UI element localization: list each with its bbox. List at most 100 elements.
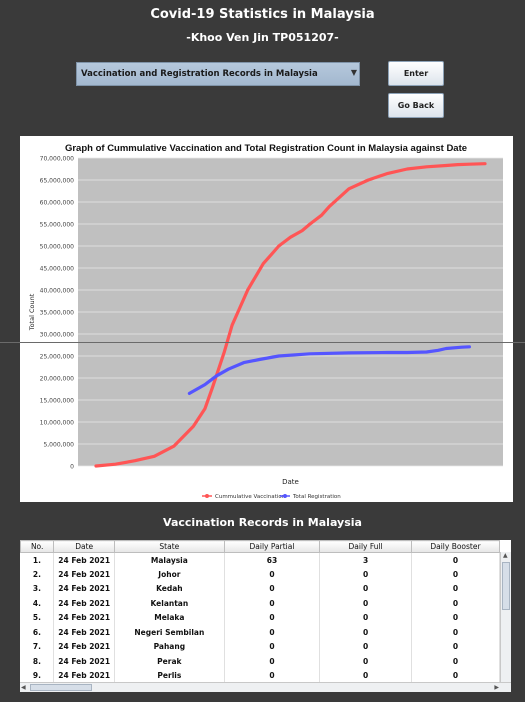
- table-row[interactable]: 8. 24 Feb 2021 Perak 0 0 0: [20, 654, 501, 669]
- table-row[interactable]: 5. 24 Feb 2021 Melaka 0 0 0: [20, 610, 501, 625]
- y-tick-label: 55,000,000: [40, 222, 75, 229]
- y-axis-label: Total Count: [28, 293, 36, 331]
- app-title: Covid-19 Statistics in Malaysia: [150, 7, 375, 22]
- horizontal-scroll-thumb[interactable]: [30, 684, 92, 691]
- column-header[interactable]: Date: [53, 540, 116, 553]
- table-row[interactable]: 7. 24 Feb 2021 Pahang 0 0 0: [20, 639, 501, 654]
- table-row[interactable]: 1. 24 Feb 2021 Malaysia 63 3 0: [20, 552, 501, 567]
- table-row[interactable]: 9. 24 Feb 2021 Perlis 0 0 0: [20, 668, 501, 683]
- table-cell: 8.: [20, 654, 55, 669]
- y-tick-label: 35,000,000: [40, 310, 75, 317]
- chart-panel: Graph of Cummulative Vaccination and Tot…: [20, 136, 513, 502]
- y-tick-label: 65,000,000: [40, 178, 75, 185]
- table-cell: 0: [224, 610, 321, 625]
- y-tick-label: 70,000,000: [40, 156, 75, 163]
- table-cell: 0: [411, 552, 501, 567]
- y-tick-label: 20,000,000: [40, 376, 75, 383]
- table-cell: 0: [224, 596, 321, 611]
- table-row[interactable]: 4. 24 Feb 2021 Kelantan 0 0 0: [20, 596, 501, 611]
- column-header[interactable]: State: [114, 540, 225, 553]
- table-cell: 0: [224, 654, 321, 669]
- table-cell: 0: [411, 581, 501, 596]
- table-title: Vaccination Records in Malaysia: [163, 516, 362, 529]
- go-back-button[interactable]: Go Back: [388, 93, 444, 118]
- table-cell: 7.: [20, 639, 55, 654]
- table-cell: 24 Feb 2021: [53, 581, 116, 596]
- dataset-select-value: Vaccination and Registration Records in …: [81, 69, 318, 79]
- table-cell: Johor: [114, 567, 225, 582]
- table-cell: Kelantan: [114, 596, 225, 611]
- table-cell: 24 Feb 2021: [53, 610, 116, 625]
- column-header[interactable]: No.: [20, 540, 55, 553]
- table-cell: 0: [411, 596, 501, 611]
- vertical-scrollbar[interactable]: ▲: [500, 552, 511, 682]
- table-row[interactable]: 3. 24 Feb 2021 Kedah 0 0 0: [20, 581, 501, 596]
- table-cell: 0: [224, 581, 321, 596]
- table-cell: 5.: [20, 610, 55, 625]
- table-cell: 0: [319, 596, 412, 611]
- table-row[interactable]: 6. 24 Feb 2021 Negeri Sembilan 0 0 0: [20, 625, 501, 640]
- window-separator: [0, 342, 525, 343]
- table-cell: 24 Feb 2021: [53, 596, 116, 611]
- y-tick-label: 45,000,000: [40, 266, 75, 273]
- enter-button[interactable]: Enter: [388, 61, 444, 86]
- table-cell: 6.: [20, 625, 55, 640]
- y-tick-label: 25,000,000: [40, 354, 75, 361]
- table-cell: 0: [411, 668, 501, 683]
- table-cell: 63: [224, 552, 321, 567]
- table-cell: 9.: [20, 668, 55, 683]
- app-subtitle: -Khoo Ven Jin TP051207-: [186, 31, 339, 44]
- table-body: 1. 24 Feb 2021 Malaysia 63 3 0 2. 24 Feb 2021 Jo…: [20, 552, 501, 683]
- table-cell: 24 Feb 2021: [53, 625, 116, 640]
- table-cell: Pahang: [114, 639, 225, 654]
- series-line-1: [94, 162, 487, 468]
- table-cell: 0: [411, 610, 501, 625]
- table-cell: 24 Feb 2021: [53, 639, 116, 654]
- table-cell: Perlis: [114, 668, 225, 683]
- legend-marker-1: [205, 494, 209, 498]
- table-header-row: No. Date State Daily Partial Daily Full Daily…: [20, 540, 501, 553]
- table-cell: 0: [224, 639, 321, 654]
- horizontal-scrollbar[interactable]: ◀ ▶: [20, 682, 511, 692]
- dataset-select[interactable]: Vaccination and Registration Records in …: [76, 62, 360, 86]
- y-tick-label: 0: [70, 464, 74, 471]
- table-cell: Malaysia: [114, 552, 225, 567]
- y-tick-label: 15,000,000: [40, 398, 75, 405]
- table-cell: Melaka: [114, 610, 225, 625]
- vertical-scroll-thumb[interactable]: [502, 562, 510, 610]
- table-cell: 0: [319, 610, 412, 625]
- records-table: No. Date State Daily Partial Daily Full Daily…: [20, 540, 501, 683]
- table-cell: 3: [319, 552, 412, 567]
- chevron-down-icon[interactable]: ▼: [350, 68, 357, 77]
- column-header[interactable]: Daily Full: [319, 540, 412, 553]
- x-axis-label: Date: [282, 478, 299, 486]
- y-tick-label: 60,000,000: [40, 200, 75, 207]
- chart-svg: Graph of Cummulative Vaccination and Tot…: [28, 143, 503, 500]
- table-cell: 0: [319, 625, 412, 640]
- y-tick-label: 30,000,000: [40, 332, 75, 339]
- table-cell: 0: [319, 639, 412, 654]
- table-cell: 0: [411, 654, 501, 669]
- legend-label-2: Total Registration: [292, 494, 341, 500]
- table-cell: 0: [224, 668, 321, 683]
- table-cell: 2.: [20, 567, 55, 582]
- table-cell: 3.: [20, 581, 55, 596]
- column-header[interactable]: Daily Partial: [223, 540, 321, 553]
- table-cell: 24 Feb 2021: [53, 654, 116, 669]
- chart-title: Graph of Cummulative Vaccination and Tot…: [65, 143, 467, 154]
- table-cell: 0: [411, 639, 501, 654]
- table-cell: Perak: [114, 654, 225, 669]
- scroll-right-icon[interactable]: ▶: [494, 684, 499, 691]
- table-cell: 1.: [20, 552, 55, 567]
- table-cell: 0: [411, 625, 501, 640]
- records-table-wrap: No. Date State Daily Partial Daily Full Daily…: [20, 540, 511, 692]
- scroll-left-icon[interactable]: ◀: [21, 684, 26, 691]
- scroll-up-icon[interactable]: ▲: [503, 552, 508, 559]
- table-cell: 4.: [20, 596, 55, 611]
- table-cell: Negeri Sembilan: [114, 625, 225, 640]
- y-tick-label: 10,000,000: [40, 420, 75, 427]
- table-cell: 0: [319, 654, 412, 669]
- series-line-2: [187, 345, 471, 395]
- column-header[interactable]: Daily Booster: [410, 540, 501, 553]
- table-row[interactable]: 2. 24 Feb 2021 Johor 0 0 0: [20, 567, 501, 582]
